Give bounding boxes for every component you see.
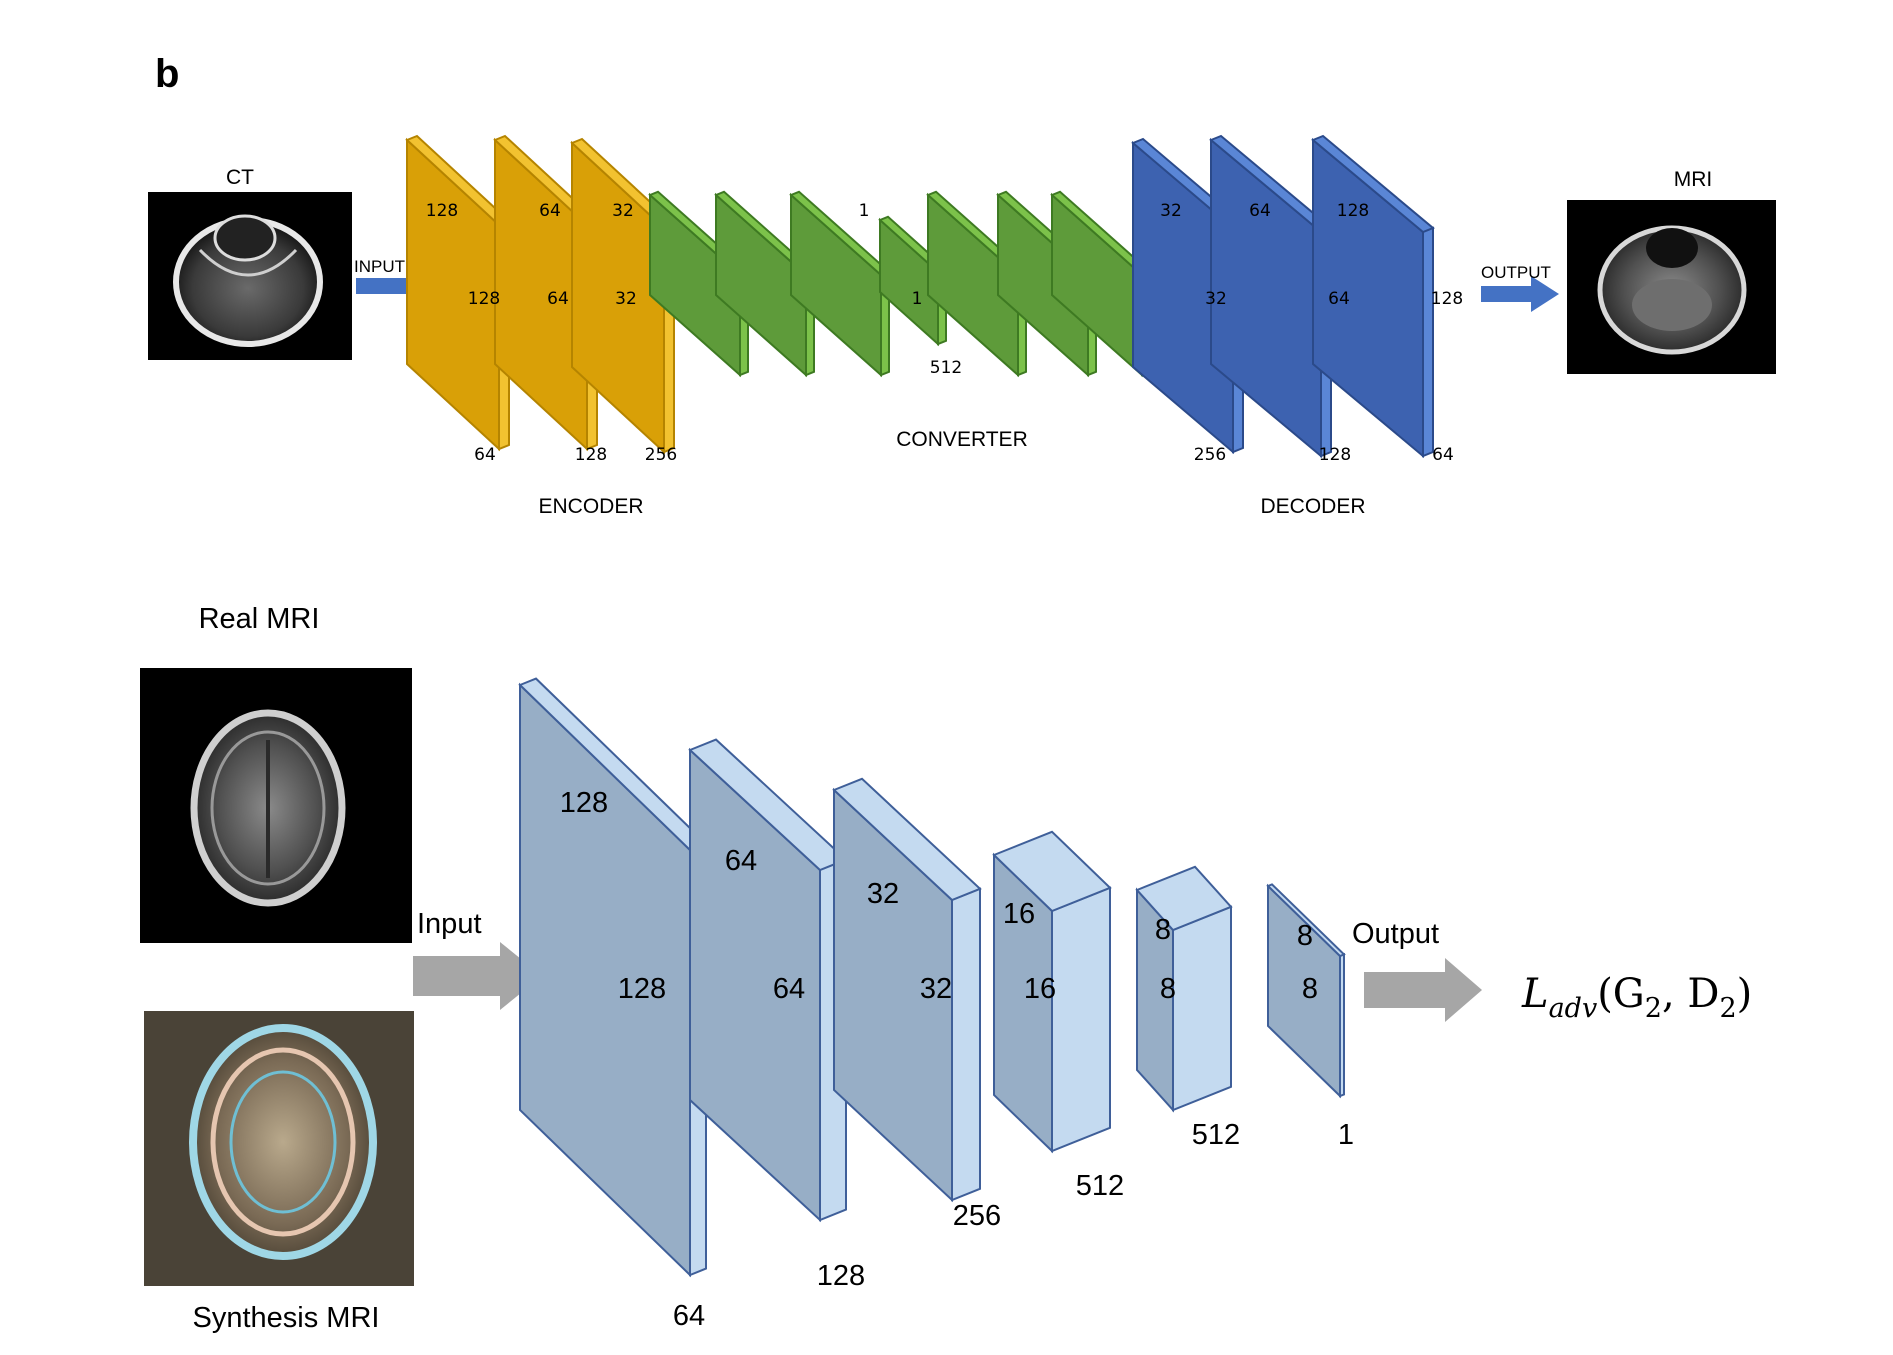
generator-output-arrow [1481, 276, 1559, 312]
encoder-layer-3-width: 32 [615, 289, 637, 309]
converter-label: CONVERTER [896, 428, 1027, 451]
loss-args-sub1: 2 [1645, 993, 1662, 1024]
decoder-layer-2-height: 64 [1249, 201, 1271, 221]
encoder-layer-2-depth: 128 [575, 445, 607, 465]
disc-layer-2-height: 64 [725, 845, 757, 877]
synthesis-mri-label: Synthesis MRI [193, 1302, 380, 1334]
disc-layer-3-height: 32 [867, 878, 899, 910]
disc-layer-4-width: 16 [1024, 973, 1056, 1005]
loss-args-sub2: 2 [1719, 993, 1736, 1024]
discriminator-input-label: Input [417, 908, 482, 940]
disc-layer-1-depth: 64 [673, 1300, 705, 1332]
discriminator-layers [518, 677, 1346, 1278]
real-mri-label: Real MRI [199, 603, 320, 635]
encoder-layer-1 [405, 134, 511, 452]
synthesis-mri-image [144, 1011, 414, 1286]
disc-layer-3 [832, 777, 982, 1203]
decoder-layer-1-width: 32 [1205, 289, 1227, 309]
converter-mid-width: 1 [912, 289, 923, 309]
disc-layer-4 [992, 830, 1112, 1154]
disc-layer-1-width: 128 [618, 973, 666, 1005]
adversarial-loss-formula: Ladv(G2, D2) [1521, 971, 1752, 1024]
disc-layer-4-top [992, 830, 1112, 913]
discriminator-output-arrow [1364, 958, 1482, 1022]
disc-layer-6-top [1266, 883, 1346, 958]
encoder-layer-2-width: 64 [547, 289, 569, 309]
disc-layer-5 [1135, 865, 1233, 1113]
decoder-layer-2-depth: 128 [1319, 445, 1351, 465]
disc-layer-3-side [951, 887, 981, 1202]
disc-layer-2-width: 64 [773, 973, 805, 1005]
disc-layer-4-side [1051, 886, 1111, 1153]
decoder-layer-3 [1311, 134, 1435, 459]
disc-layer-5-depth: 512 [1192, 1119, 1240, 1151]
decoder-label: DECODER [1260, 495, 1365, 518]
disc-layer-4-depth: 512 [1076, 1170, 1124, 1202]
converter-mid-depth: 512 [930, 358, 962, 378]
loss-args-mid: , D [1662, 971, 1720, 1017]
panel-label: b [155, 52, 179, 96]
generator-input-label: INPUT [354, 257, 405, 276]
decoder-layer-1-height: 32 [1160, 201, 1182, 221]
decoder-layer-3-height: 128 [1337, 201, 1369, 221]
discriminator-output-label: Output [1352, 918, 1439, 950]
converter-layer-2 [714, 190, 816, 378]
encoder-layer-1-depth: 64 [474, 445, 496, 465]
disc-layer-3-depth: 256 [953, 1200, 1001, 1232]
real-mri-image [140, 668, 412, 943]
encoder-layer-1-height: 128 [426, 201, 458, 221]
disc-layer-2-depth: 128 [817, 1260, 865, 1292]
disc-layer-6-depth: 1 [1338, 1119, 1354, 1151]
discriminator-labels: 128 128 64 64 64 128 32 32 256 16 16 512… [560, 787, 1354, 1332]
decoder-layer-2-width: 64 [1328, 289, 1350, 309]
disc-layer-5-side [1172, 905, 1232, 1112]
loss-args-close: ) [1737, 971, 1753, 1017]
disc-layer-6-width: 8 [1302, 973, 1318, 1005]
disc-layer-5-top [1135, 865, 1233, 932]
decoder-labels: 32 32 256 64 64 128 128 128 64 [1160, 201, 1463, 465]
disc-layer-6 [1266, 883, 1346, 1099]
encoder-layer-3-depth: 256 [645, 445, 677, 465]
encoder-label: ENCODER [538, 495, 643, 518]
disc-layer-5-height: 8 [1155, 914, 1171, 946]
decoder-layer-3-depth: 64 [1432, 445, 1454, 465]
generator-layers [405, 134, 1435, 459]
encoder-layer-1-width: 128 [468, 289, 500, 309]
encoder-layer-3 [570, 137, 676, 455]
encoder-layer-2-height: 64 [539, 201, 561, 221]
disc-layer-6-side [1339, 952, 1345, 1098]
decoder-layer-3-side [1422, 226, 1434, 458]
ct-input-image [148, 192, 352, 360]
decoder-layer-3-width: 128 [1431, 289, 1463, 309]
disc-layer-6-height: 8 [1297, 920, 1313, 952]
disc-layer-3-width: 32 [920, 973, 952, 1005]
loss-args-open: (G [1597, 971, 1645, 1017]
ct-image-label: CT [226, 166, 254, 189]
mri-image-label: MRI [1674, 168, 1713, 191]
loss-subscript: adv [1549, 993, 1598, 1024]
disc-layer-3-top [832, 777, 982, 902]
disc-layer-2 [688, 738, 848, 1223]
decoder-layer-3-top [1311, 134, 1435, 234]
decoder-layer-1-depth: 256 [1194, 445, 1226, 465]
converter-mid-height: 1 [859, 201, 870, 221]
discriminator-input-arrow [413, 942, 542, 1010]
disc-layer-5-width: 8 [1160, 973, 1176, 1005]
encoder-layer-3-height: 32 [612, 201, 634, 221]
disc-layer-1-height: 128 [560, 787, 608, 819]
disc-layer-1 [518, 677, 708, 1278]
loss-symbol: L [1521, 971, 1549, 1017]
mri-output-image [1567, 200, 1776, 374]
generator-output-label: OUTPUT [1481, 263, 1551, 282]
encoder-labels: 128 128 64 64 64 128 32 32 256 [426, 201, 677, 465]
disc-layer-4-height: 16 [1003, 898, 1035, 930]
